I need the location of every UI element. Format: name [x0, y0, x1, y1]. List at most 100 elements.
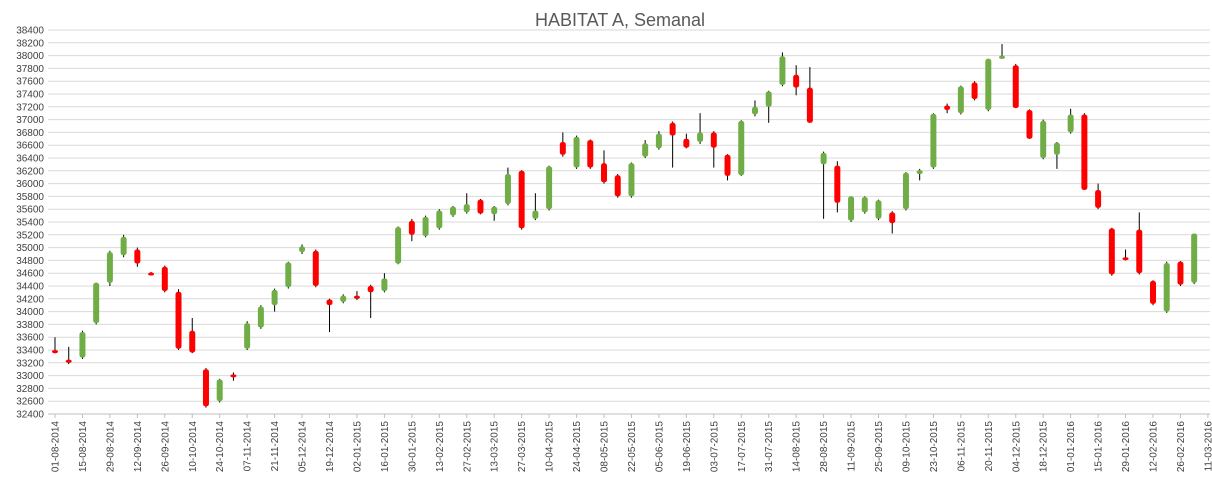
candle-body-down: [134, 249, 141, 264]
candle: [230, 372, 237, 381]
candle-body-down: [793, 74, 800, 88]
candle-body-down: [614, 175, 621, 197]
candle: [957, 85, 964, 115]
candle-body-up: [340, 295, 347, 302]
candle-body-down: [518, 170, 525, 229]
y-tick-label: 37600: [16, 77, 44, 88]
x-tick-label: 01-08-2014: [51, 421, 62, 473]
x-tick-label: 16-01-2015: [380, 421, 391, 473]
x-tick-label: 26-02-2016: [1176, 421, 1187, 473]
candle: [944, 103, 951, 114]
candle: [889, 211, 896, 234]
candle: [491, 206, 498, 221]
candle-body-down: [669, 122, 676, 136]
x-tick-label: 24-04-2015: [572, 421, 583, 473]
candle-body-down: [971, 82, 978, 100]
candle: [848, 196, 855, 222]
candle-body-up: [244, 323, 251, 349]
candle: [1012, 63, 1019, 109]
candle: [1108, 227, 1115, 276]
candle-body-down: [601, 163, 607, 183]
candle-body-up: [216, 379, 223, 402]
candle: [477, 198, 484, 215]
y-tick-label: 33400: [16, 346, 44, 357]
candle-body-up: [106, 252, 113, 283]
candle-body-up: [999, 55, 1006, 59]
y-tick-label: 33000: [16, 371, 44, 382]
x-tick-label: 01-01-2016: [1066, 421, 1077, 473]
candle-body-up: [1067, 114, 1074, 133]
candle: [202, 367, 209, 408]
candle-body-down: [148, 272, 155, 276]
x-axis: 01-08-2014 15-08-2014 29-08-2014 12-09-2014…: [48, 413, 1212, 473]
candle: [408, 218, 415, 242]
y-tick-label: 32400: [16, 410, 44, 421]
y-tick-label: 33800: [16, 320, 44, 331]
candle: [971, 81, 978, 101]
candle-body-up: [93, 282, 100, 324]
x-tick-label: 08-05-2015: [600, 421, 611, 473]
candle-body-up: [957, 86, 964, 114]
x-tick-label: 14-08-2015: [792, 421, 803, 473]
candle-body-down: [710, 132, 717, 148]
candle: [395, 226, 402, 265]
x-tick-label: 23-10-2015: [929, 421, 940, 473]
candle-body-up: [532, 210, 539, 219]
x-tick-label: 13-03-2015: [490, 421, 501, 473]
candle: [1163, 261, 1170, 313]
x-tick-label: 05-06-2015: [654, 421, 665, 473]
candle-body-up: [285, 262, 292, 288]
candle: [793, 65, 800, 96]
y-tick-label: 35000: [16, 243, 44, 254]
candle-body-up: [655, 133, 662, 149]
candle: [930, 113, 937, 169]
candle: [820, 151, 827, 219]
y-tick-label: 36600: [16, 141, 44, 152]
candle: [436, 209, 443, 230]
candle: [52, 337, 58, 354]
candle: [1191, 233, 1198, 285]
candle-body-up: [395, 227, 402, 264]
x-tick-label: 06-11-2015: [956, 421, 967, 472]
x-tick-label: 07-11-2014: [243, 421, 254, 472]
candle: [559, 132, 566, 157]
candle: [683, 133, 690, 149]
x-tick-label: 22-05-2015: [627, 421, 638, 473]
candle: [1150, 280, 1156, 306]
x-tick-label: 03-07-2015: [709, 421, 720, 473]
candle: [65, 346, 72, 365]
candle-body-down: [683, 138, 690, 148]
candle: [79, 330, 86, 359]
x-tick-label: 10-04-2015: [545, 421, 556, 473]
candle-body-down: [806, 87, 813, 123]
candle: [628, 162, 635, 198]
x-tick-label: 15-08-2014: [78, 421, 89, 473]
candle-body-down: [944, 105, 951, 110]
candle-body-down: [1177, 261, 1184, 285]
candle: [285, 261, 292, 289]
candle: [1040, 119, 1047, 160]
candle: [134, 247, 141, 267]
candle-body-up: [463, 204, 470, 213]
candle: [175, 289, 182, 350]
candle: [697, 113, 704, 144]
candle-body-down: [408, 220, 415, 235]
candle: [120, 234, 127, 258]
candle: [504, 167, 511, 206]
x-tick-label: 24-10-2014: [215, 421, 226, 473]
candle-body-up: [985, 58, 992, 110]
candle-body-up: [779, 56, 786, 86]
candle-body-up: [738, 120, 745, 176]
candle-body-down: [202, 369, 209, 407]
candle: [1095, 183, 1102, 210]
x-tick-label: 04-12-2015: [1011, 421, 1022, 473]
candle: [916, 168, 923, 181]
x-tick-label: 26-09-2014: [160, 421, 171, 473]
candle-body-up: [422, 216, 429, 237]
candle-body-down: [1081, 114, 1088, 190]
candle: [450, 206, 457, 217]
candle-body-up: [271, 289, 278, 306]
y-tick-label: 32600: [16, 397, 44, 408]
candle: [1026, 109, 1033, 139]
